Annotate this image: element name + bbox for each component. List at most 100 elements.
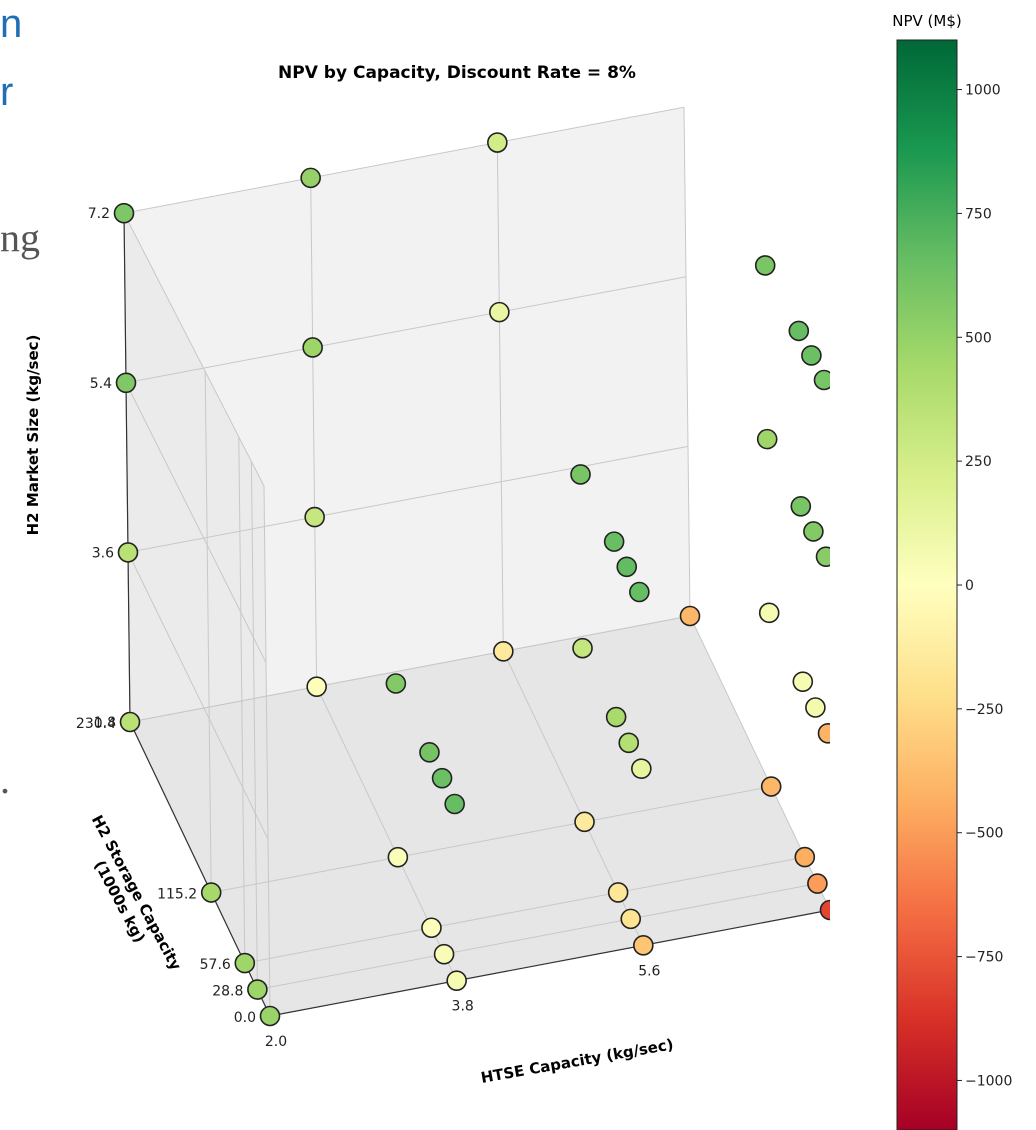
slide-body-fragment-1: ng	[0, 215, 40, 260]
colorbar-tick-label: −500	[965, 826, 1003, 842]
data-point	[200, 882, 222, 903]
data-point	[247, 979, 268, 1000]
data-point	[302, 337, 323, 358]
data-point	[115, 372, 137, 394]
data-point	[758, 602, 780, 624]
slide-heading-fragment-2: r	[0, 70, 14, 114]
slide-heading-fragment-1: n	[0, 2, 23, 46]
slide-body-fragment-2: .	[0, 757, 10, 802]
data-point	[117, 542, 139, 563]
y-tick-label: 57.6	[200, 957, 231, 973]
colorbar-tick-label: 0	[965, 578, 974, 594]
data-point	[631, 758, 652, 779]
data-point	[259, 1005, 281, 1027]
data-point	[603, 531, 625, 552]
data-point	[385, 673, 407, 694]
data-point	[570, 464, 591, 485]
data-point	[618, 732, 640, 754]
z-tick-label: 1.8	[94, 715, 116, 731]
grid-line	[123, 212, 265, 487]
data-point	[803, 521, 824, 542]
data-point	[788, 320, 810, 342]
grid-line	[257, 883, 818, 991]
x-tick-label: 3.8	[452, 999, 474, 1015]
y-tick-label: 28.8	[212, 984, 243, 1000]
data-point	[487, 132, 508, 153]
grid-line	[127, 552, 269, 840]
data-point	[419, 742, 440, 763]
data-point	[633, 935, 654, 956]
grid-line	[244, 856, 805, 964]
data-point	[572, 637, 593, 659]
colorbar-tick-label: 1000	[965, 83, 1001, 99]
tick-labels: 1.8 3.6 5.4 7.2 0.0 28.8 57.6 115.2 230.4 2.0 3.8 5…	[76, 206, 841, 1050]
data-point	[805, 697, 826, 718]
grid-line	[129, 615, 691, 723]
data-point	[433, 943, 455, 965]
plot-crop-mask	[830, 100, 870, 1000]
y-tick-label: 0.0	[234, 1010, 256, 1026]
data-point	[629, 581, 650, 603]
data-point	[300, 167, 321, 189]
back-pane	[124, 107, 690, 722]
grid-line	[683, 107, 691, 617]
data-point	[807, 873, 828, 894]
floor-pane	[130, 616, 830, 1016]
z-axis-line	[123, 213, 131, 723]
data-point	[616, 556, 638, 578]
colorbar-tick-label: 500	[965, 330, 992, 346]
data-point	[119, 711, 141, 733]
data-point	[679, 605, 701, 627]
data-point	[431, 767, 453, 789]
data-point	[605, 706, 627, 728]
colorbar-tick-label: −250	[965, 702, 1003, 718]
grid-line	[125, 382, 267, 663]
y-tick-label: 115.2	[157, 887, 197, 903]
z-tick-label: 7.2	[88, 206, 110, 222]
data-point	[387, 846, 409, 868]
colorbar-tick-label: 250	[965, 454, 992, 470]
grid-line	[211, 786, 772, 894]
data-point	[792, 671, 814, 692]
data-point	[304, 506, 325, 528]
colorbar-label: NPV (M$)	[892, 12, 962, 30]
colorbar-bar	[896, 39, 958, 1130]
grid-line	[127, 445, 689, 553]
data-point	[607, 882, 629, 903]
x-tick-label: 5.6	[638, 963, 660, 979]
grid-line	[310, 177, 318, 687]
grid-line	[496, 142, 504, 652]
data-point	[444, 793, 465, 815]
axes-panes	[124, 107, 830, 1016]
colorbar: NPV (M$) 1000 750 500 250 0 −250 −500 −750 −1000	[892, 12, 1012, 1130]
data-point	[234, 952, 256, 974]
data-point	[754, 255, 776, 276]
data-point	[574, 811, 595, 833]
z-axis-label: H2 Market Size (kg/sec)	[24, 335, 42, 536]
data-point	[760, 776, 782, 797]
data-point	[790, 495, 812, 517]
grid-line	[204, 371, 212, 893]
z-tick-label: 5.4	[90, 376, 112, 392]
colorbar-tick-label: −1000	[965, 1073, 1012, 1089]
data-point	[756, 428, 778, 450]
data-point	[113, 202, 135, 224]
x-axis-label: HTSE Capacity (kg/sec)	[479, 1035, 674, 1087]
data-points	[113, 100, 870, 1027]
data-point	[794, 846, 816, 868]
data-point	[489, 301, 510, 323]
colorbar-tick-label: −750	[965, 950, 1003, 966]
z-tick-label: 3.6	[92, 545, 114, 561]
data-point	[421, 917, 442, 939]
data-point	[446, 970, 467, 991]
data-point	[493, 641, 514, 662]
grid-line	[263, 485, 271, 1017]
y-tick-label: 230.4	[76, 716, 116, 732]
x-axis-line	[269, 909, 831, 1017]
data-point	[620, 908, 642, 930]
data-point	[801, 345, 822, 366]
grid-line	[123, 106, 685, 214]
grid-line	[125, 276, 687, 384]
grid-line	[238, 436, 246, 964]
